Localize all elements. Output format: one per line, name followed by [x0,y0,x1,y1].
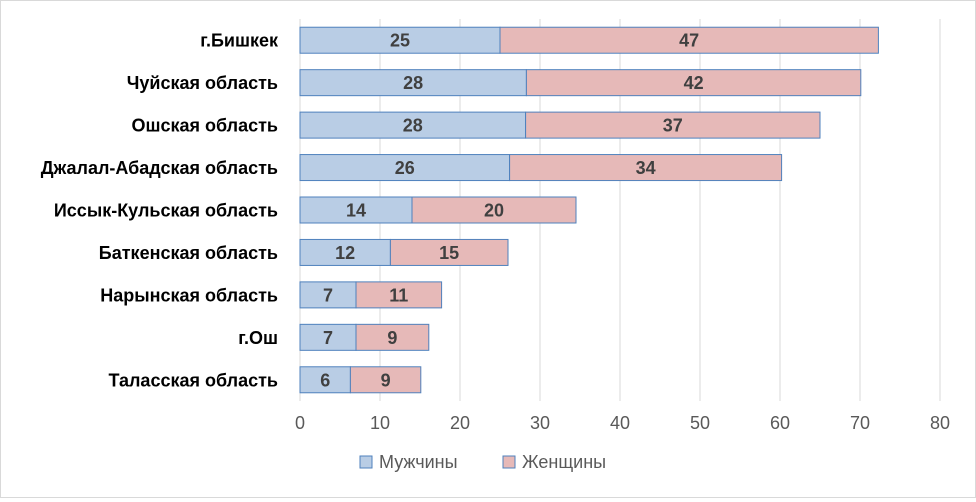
bar-men [299,154,511,182]
category-label: Иссык-Кульская область [54,201,278,221]
bar-men [299,366,351,394]
bar-women [411,196,577,224]
bar-women [355,323,430,351]
x-tick-label: 0 [295,413,305,433]
x-tick-label: 50 [690,413,710,433]
bar-women [525,111,821,139]
x-tick-label: 40 [610,413,630,433]
data-label: 14 [346,201,366,221]
data-label: 15 [439,243,459,263]
legend-label: Женщины [522,452,606,472]
data-label: 26 [395,158,415,178]
legend-label: Мужчины [379,452,458,472]
data-label: 42 [684,73,704,93]
data-label: 7 [323,328,333,348]
bar-men [299,196,413,224]
bar-men [299,281,357,309]
data-label: 9 [387,328,397,348]
category-label: Таласская область [108,370,278,390]
x-tick-label: 80 [930,413,950,433]
category-label: Чуйская область [127,73,278,93]
x-tick-label: 10 [370,413,390,433]
x-tick-label: 60 [770,413,790,433]
data-label: 20 [484,201,504,221]
category-label: г.Бишкек [200,31,279,51]
data-labels: 25 47 28 42 28 37 26 34 14 20 12 15 7 11 7 9 6 9 [320,31,703,391]
category-label: Баткенская область [99,243,278,263]
bar-women [389,238,509,266]
bar-women [525,69,862,97]
category-label: Джалал-Абадская область [41,158,278,178]
bar-women [349,366,422,394]
bar-women [499,26,879,54]
bar-women [355,281,443,309]
bar-men [299,69,527,97]
data-label: 7 [323,285,333,305]
data-label: 9 [381,370,391,390]
data-label: 34 [636,158,656,178]
category-label: Нарынская область [100,285,278,305]
x-tick-label: 30 [530,413,550,433]
bar-men [299,323,357,351]
data-label: 37 [663,116,683,136]
data-label: 25 [390,31,410,51]
x-tick-label: 70 [850,413,870,433]
data-label: 11 [389,285,408,305]
legend: Мужчины Женщины [359,452,606,472]
data-label: 28 [403,73,423,93]
x-tick-label: 20 [450,413,470,433]
bars [299,26,879,394]
x-axis-tick-labels: 0 10 20 30 40 50 60 70 80 [295,413,950,433]
legend-swatch [359,455,373,469]
data-label: 12 [335,243,355,263]
data-label: 6 [320,370,330,390]
bar-men [299,111,527,139]
bar-men [299,238,391,266]
data-label: 47 [679,31,699,51]
category-label: Ошская область [131,116,278,136]
data-label: 28 [403,116,423,136]
legend-swatch [502,455,516,469]
category-label: г.Ош [238,328,278,348]
bar-women [509,154,783,182]
category-labels: г.Бишкек Чуйская область Ошская область Джа… [41,31,279,391]
